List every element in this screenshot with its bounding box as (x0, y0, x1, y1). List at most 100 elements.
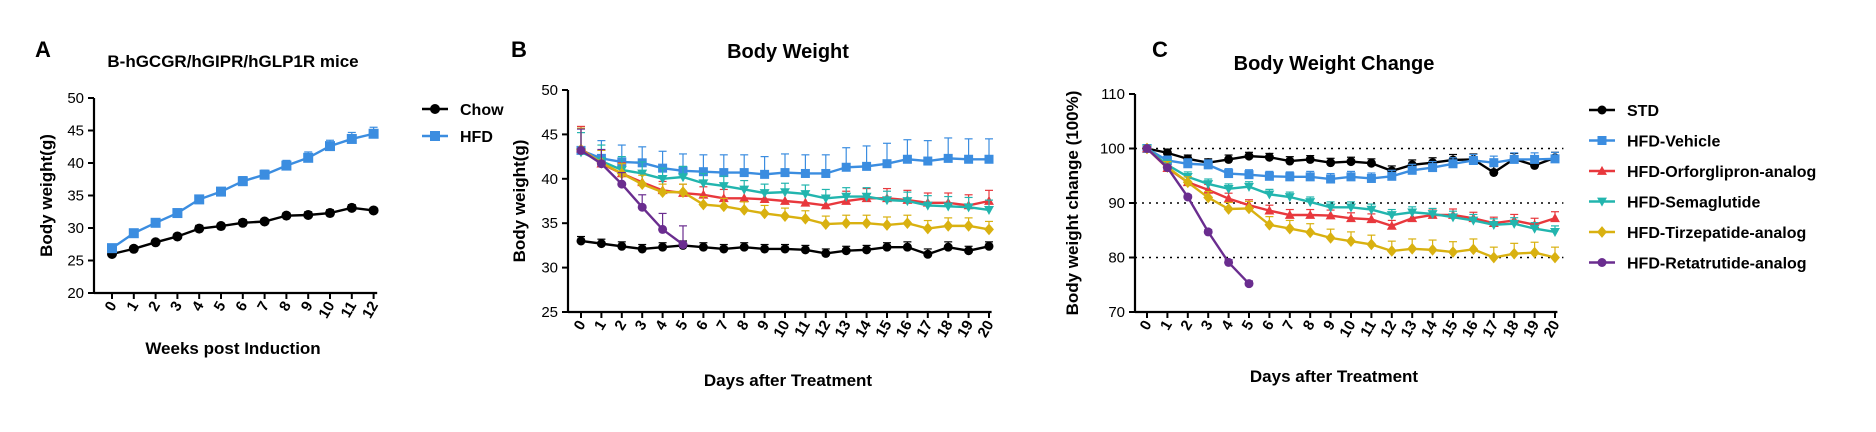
data-point (759, 189, 770, 199)
y-tick-label: 25 (541, 304, 558, 321)
data-point (1489, 158, 1499, 168)
x-tick-label: 14 (852, 317, 875, 341)
data-point (1448, 246, 1458, 258)
x-tick-label: 0 (102, 299, 121, 315)
x-tick-label: 1 (591, 318, 610, 334)
x-tick-label: 3 (167, 299, 186, 315)
x-tick-label: 8 (734, 318, 753, 334)
x-tick-label: 19 (954, 318, 977, 341)
data-point (303, 210, 314, 220)
y-tick-label: 90 (1108, 195, 1125, 212)
data-point (1305, 172, 1315, 182)
data-point (1142, 144, 1152, 153)
data-point (841, 192, 852, 202)
x-tick-label: 15 (1438, 318, 1461, 341)
data-point (259, 216, 270, 227)
data-point (1346, 235, 1356, 247)
data-point (984, 154, 994, 164)
x-tick-label: 5 (211, 299, 230, 315)
data-point (1326, 158, 1336, 168)
legend-label: HFD (460, 129, 493, 146)
y-tick-label: 80 (1108, 250, 1125, 267)
legend-label: HFD-Vehicle (1627, 134, 1720, 151)
data-point (216, 221, 226, 232)
data-point (1530, 154, 1540, 164)
data-point (739, 242, 749, 252)
data-point (882, 242, 892, 252)
data-point (281, 160, 292, 171)
data-point (637, 169, 648, 179)
data-point (800, 197, 811, 207)
data-point (1529, 224, 1540, 234)
x-tick-label: 6 (693, 318, 712, 334)
chart-title: B-hGCGR/hGIPR/hGLP1R mice (107, 52, 358, 71)
data-point (800, 245, 810, 255)
data-point (1529, 246, 1540, 259)
legend-label: Chow (460, 102, 504, 119)
data-point (617, 179, 627, 189)
data-point (1284, 193, 1295, 203)
x-axis-label: Weeks post Induction (145, 339, 320, 358)
data-point (718, 200, 729, 213)
data-point (1488, 251, 1499, 264)
series-5 (1142, 144, 1254, 289)
data-point (1427, 244, 1438, 256)
x-axis-label: Days after Treatment (704, 371, 873, 390)
data-point (1346, 213, 1356, 223)
y-tick-label: 40 (67, 155, 84, 172)
data-point (719, 168, 729, 178)
data-point (150, 237, 161, 248)
x-tick-label: 7 (713, 318, 732, 334)
data-point (923, 156, 933, 166)
data-point (861, 192, 872, 202)
data-point (698, 179, 709, 189)
data-point (862, 245, 872, 255)
y-tick-label: 50 (541, 82, 558, 99)
series-line (580, 149, 684, 246)
data-point (325, 141, 335, 152)
data-point (780, 168, 790, 178)
x-tick-label: 3 (1198, 318, 1217, 334)
data-point (678, 186, 688, 198)
chart-title: Body Weight Change (1234, 53, 1435, 75)
y-tick-label: 100 (1100, 141, 1125, 158)
data-point (658, 242, 668, 252)
panel-letter: C (1152, 37, 1168, 62)
data-point (1203, 191, 1214, 204)
x-tick-label: 8 (1300, 318, 1319, 334)
data-point (1550, 213, 1560, 223)
data-point (596, 239, 606, 249)
y-tick-label: 20 (67, 285, 84, 302)
panel-letter: A (35, 37, 51, 62)
data-point (1468, 216, 1479, 226)
data-point (1244, 202, 1254, 215)
data-point (739, 193, 750, 203)
legend-marker (1597, 226, 1607, 238)
x-tick-label: 15 (872, 318, 895, 341)
y-tick-label: 30 (67, 220, 84, 237)
data-point (943, 153, 953, 163)
data-point (657, 174, 668, 184)
data-point (1448, 213, 1458, 223)
x-tick-label: 4 (1218, 317, 1237, 333)
data-point (1224, 169, 1234, 179)
data-point (1325, 232, 1336, 244)
series-0 (576, 235, 994, 259)
data-point (800, 212, 811, 225)
x-tick-label: 5 (1239, 318, 1258, 334)
y-tick-label: 110 (1101, 86, 1125, 103)
data-point (637, 202, 647, 212)
data-point (1162, 163, 1172, 173)
data-point (1407, 213, 1418, 223)
y-tick-label: 35 (541, 215, 558, 232)
data-point (678, 240, 688, 250)
data-point (576, 236, 586, 246)
legend-label: HFD-Tirzepatide-analog (1627, 225, 1806, 242)
data-point (172, 231, 183, 242)
x-tick-label: 11 (1357, 318, 1380, 340)
data-point (739, 168, 749, 178)
x-tick-label: 13 (1398, 318, 1421, 341)
data-point (718, 182, 729, 192)
